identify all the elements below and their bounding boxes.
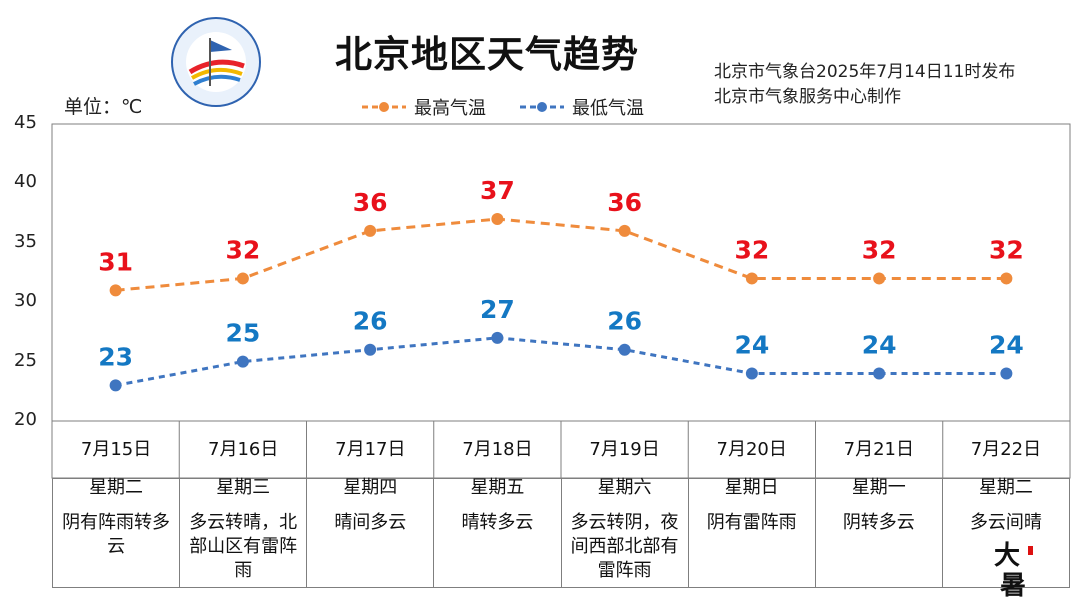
day-cell: 7月16日星期三多云转晴，北部山区有雷阵雨 [179,439,308,588]
high-temp-line [115,217,1007,292]
day-date: 7月20日 [716,439,787,460]
weather-service-logo [171,17,261,107]
low-temp-point [1000,367,1013,380]
high-temp-label: 32 [862,235,897,264]
low-temp-label: 23 [98,342,133,371]
low-temp-label: 24 [989,330,1024,359]
low-temp-point [236,355,249,368]
legend-high-marker [362,102,406,112]
dashu-stamp: 大 暑 [992,536,1036,601]
low-temp-point [618,343,631,356]
plot-frame [51,123,1071,422]
day-cell: 7月18日星期五晴转多云 [433,439,562,588]
high-temp-point [1000,272,1013,285]
day-weather: 阴转多云 [842,512,915,533]
day-weekday: 星期日 [724,477,779,498]
daily-forecast-table: 7月15日 星期二 阴有阵雨转多云 7月16日 星期三 多云转晴，北部山区有雷阵雨 7月17… [51,439,1071,588]
day-date: 7月22日 [970,439,1042,460]
day-weekday: 星期三 [216,477,271,498]
day-weekday: 星期六 [597,477,652,498]
day-weather: 多云转阴，夜间西部北部有雷阵雨 [570,512,679,581]
low-temp-label: 24 [862,330,897,359]
table-row: 7月15日 星期二 阴有阵雨转多云 7月16日 星期三 多云转晴，北部山区有雷阵雨 7月17… [51,439,1071,588]
day-weather: 晴间多云 [334,512,407,533]
y-tick-label: 45 [14,112,37,133]
day-weekday: 星期二 [89,477,144,498]
high-temp-label: 37 [480,176,515,205]
high-temp-label: 32 [734,235,769,264]
legend-item-high: 最高气温 [362,94,486,120]
high-temp-point [236,272,249,285]
day-date: 7月17日 [335,439,406,460]
legend-low-marker [520,102,564,112]
low-temp-point [109,379,122,392]
low-temp-point [873,367,886,380]
low-temp-label: 26 [353,307,388,336]
day-cell: 7月17日星期四晴间多云 [306,439,435,588]
y-tick-label: 40 [14,171,37,193]
y-tick-label: 35 [14,230,37,252]
high-temp-point [873,272,886,285]
day-weather: 多云间晴 [969,512,1042,533]
day-cell: 7月19日星期六多云转阴，夜间西部北部有雷阵雨 [560,439,689,588]
high-temp-point [109,284,122,297]
unit-label: 单位：℃ [64,96,143,118]
high-temp-label: 31 [98,247,133,276]
y-tick-label: 25 [14,349,37,371]
day-date: 7月21日 [843,439,914,460]
high-temp-point [491,213,504,226]
low-temp-label: 25 [225,319,260,348]
svg-text:暑: 暑 [1000,571,1026,600]
high-temp-label: 36 [353,188,388,217]
high-temp-label: 36 [607,188,642,217]
legend-item-low: 最低气温 [520,94,644,120]
high-temp-point [618,224,631,237]
legend-low-label: 最低气温 [572,98,644,119]
low-temp-line [115,336,1007,387]
page-title: 北京地区天气趋势 [335,33,639,76]
issuer-line-2: 北京市气象服务中心制作 [714,87,901,107]
day-cell: 7月20日星期日阴有雷阵雨 [687,439,816,588]
day-weather: 阴有雷阵雨 [706,512,797,533]
day-date: 7月18日 [462,439,533,460]
high-temp-point [364,224,377,237]
day-weekday: 星期二 [978,477,1033,498]
low-temp-label: 27 [480,295,515,324]
legend-high-label: 最高气温 [414,98,486,119]
day-weekday: 星期四 [343,477,398,498]
day-weather: 多云转晴，北部山区有雷阵雨 [189,512,298,581]
high-temp-label: 32 [225,235,260,264]
day-date: 7月15日 [80,439,152,460]
svg-text:大: 大 [994,541,1020,571]
low-temp-point [491,331,504,344]
day-weekday: 星期一 [851,477,906,498]
low-temp-label: 26 [607,307,642,336]
y-tick-label: 30 [14,290,37,312]
day-cell: 7月22日星期二多云间晴 [941,439,1071,588]
day-cell: 7月21日星期一阴转多云 [814,439,943,588]
issuer-line-1: 北京市气象台2025年7月14日11时发布 [714,62,1016,82]
day-date: 7月16日 [208,439,279,460]
day-weather: 晴转多云 [461,512,534,533]
day-date: 7月19日 [589,439,660,460]
issuer-info: 北京市气象台2025年7月14日11时发布 北京市气象服务中心制作 [714,60,1015,110]
low-temp-point [745,367,758,380]
low-temp-point [364,343,377,356]
low-temp-label: 24 [734,330,769,359]
day-weather: 阴有阵雨转多云 [62,512,171,557]
high-temp-point [745,272,758,285]
day-cell: 7月15日星期二阴有阵雨转多云 [51,439,181,588]
y-tick-label: 20 [14,409,37,430]
high-temp-label: 32 [989,235,1024,264]
day-weekday: 星期五 [470,477,525,498]
